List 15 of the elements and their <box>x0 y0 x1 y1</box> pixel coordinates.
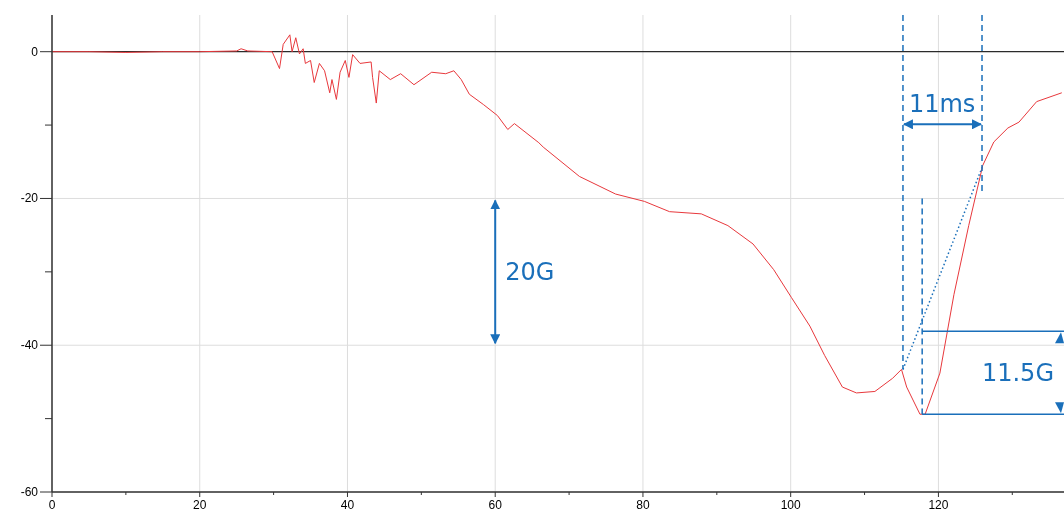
y-tick-label: 0 <box>31 44 39 59</box>
x-tick-label: 60 <box>488 498 503 512</box>
x-tick-label: 40 <box>340 498 355 512</box>
x-tick-label: 0 <box>48 498 56 512</box>
y-tick-label: -40 <box>20 338 39 353</box>
x-tick-label: 100 <box>780 498 802 512</box>
x-tick-label: 80 <box>636 498 650 512</box>
y-tick-label: -60 <box>20 485 39 499</box>
y-tick-label: -20 <box>20 191 39 206</box>
x-tick-label: 20 <box>193 498 207 512</box>
x-tick-label: 120 <box>928 498 949 512</box>
line-series <box>51 34 1063 415</box>
annotation: 11.5G <box>981 359 1054 388</box>
annotation: 20G <box>505 257 555 286</box>
annotation: 11ms <box>908 90 976 119</box>
